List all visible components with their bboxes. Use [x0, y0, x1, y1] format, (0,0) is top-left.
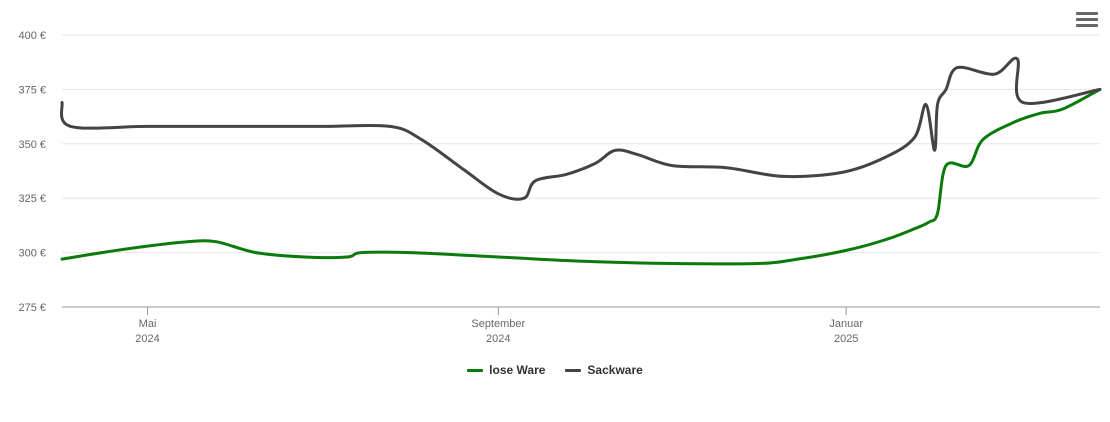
- line-chart: 275 € 300 € 325 € 350 € 375 € 400 € Mai 2024 Sep…: [18, 30, 1102, 345]
- x-tick-label-year: 2024: [135, 333, 159, 345]
- legend-label-sackware: Sackware: [587, 363, 643, 377]
- y-tick-label: 400 €: [18, 30, 46, 42]
- x-tick-label-year: 2024: [486, 333, 510, 345]
- x-tick-label-month: Mai: [139, 318, 157, 330]
- legend-item-lose-ware[interactable]: lose Ware: [467, 363, 545, 377]
- y-tick-label: 350 €: [18, 139, 46, 151]
- legend-item-sackware[interactable]: Sackware: [565, 363, 643, 377]
- y-tick-label: 375 €: [18, 84, 46, 96]
- legend-label-lose-ware: lose Ware: [489, 363, 546, 377]
- chart-legend: lose Ware Sackware: [0, 363, 1110, 377]
- hamburger-menu-icon[interactable]: [1076, 12, 1098, 32]
- x-tick-label-year: 2025: [834, 333, 858, 345]
- legend-swatch-sackware: [565, 368, 582, 372]
- legend-swatch-lose-ware: [467, 368, 484, 372]
- x-tick-label-month: September: [471, 318, 525, 330]
- series-line-lose-ware: [60, 87, 1102, 266]
- series-line-sackware: [59, 56, 1102, 201]
- y-tick-label: 275 €: [18, 302, 46, 314]
- x-tick-label-month: Januar: [829, 318, 863, 330]
- y-tick-label: 325 €: [18, 193, 46, 205]
- y-tick-label: 300 €: [18, 248, 46, 260]
